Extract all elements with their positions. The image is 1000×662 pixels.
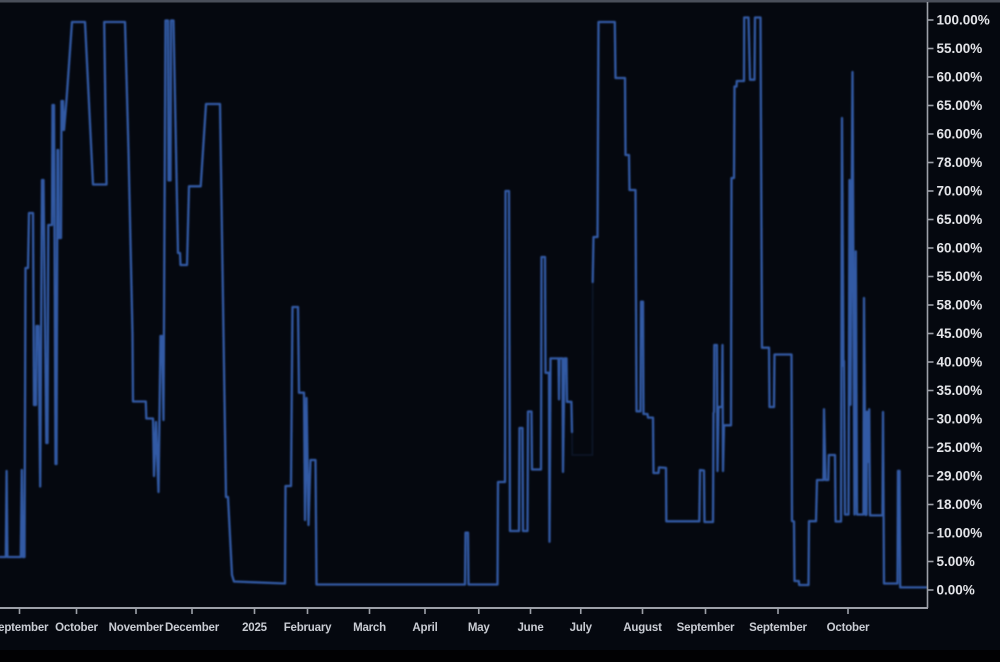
svg-text:September: September bbox=[0, 622, 49, 634]
svg-text:55.00%: 55.00% bbox=[937, 41, 983, 56]
svg-text:May: May bbox=[468, 622, 491, 634]
svg-text:February: February bbox=[284, 622, 332, 634]
svg-text:10.00%: 10.00% bbox=[937, 526, 983, 541]
svg-text:September: September bbox=[749, 622, 807, 634]
svg-text:September: September bbox=[677, 622, 735, 634]
svg-text:March: March bbox=[353, 622, 386, 634]
svg-text:November: November bbox=[109, 622, 164, 634]
svg-text:100.00%: 100.00% bbox=[937, 13, 990, 28]
svg-text:58.00%: 58.00% bbox=[937, 298, 983, 313]
svg-text:60.00%: 60.00% bbox=[937, 241, 983, 256]
svg-text:45.00%: 45.00% bbox=[937, 326, 983, 341]
svg-text:0.00%: 0.00% bbox=[937, 583, 975, 598]
svg-text:30.00%: 30.00% bbox=[937, 412, 983, 427]
svg-text:25.00%: 25.00% bbox=[937, 440, 983, 455]
svg-text:December: December bbox=[165, 622, 220, 634]
svg-text:40.00%: 40.00% bbox=[937, 355, 983, 370]
svg-text:65.00%: 65.00% bbox=[937, 98, 983, 113]
svg-text:April: April bbox=[412, 622, 437, 634]
svg-text:78.00%: 78.00% bbox=[937, 155, 983, 170]
svg-text:2025: 2025 bbox=[242, 622, 268, 634]
svg-text:18.00%: 18.00% bbox=[937, 497, 983, 512]
svg-text:29.00%: 29.00% bbox=[937, 469, 983, 484]
svg-text:60.00%: 60.00% bbox=[937, 127, 983, 142]
svg-text:October: October bbox=[827, 622, 870, 634]
svg-text:5.00%: 5.00% bbox=[937, 554, 975, 569]
svg-text:55.00%: 55.00% bbox=[937, 269, 983, 284]
svg-text:35.00%: 35.00% bbox=[937, 383, 983, 398]
svg-text:65.00%: 65.00% bbox=[937, 212, 983, 227]
svg-text:60.00%: 60.00% bbox=[937, 70, 983, 85]
svg-text:July: July bbox=[570, 622, 593, 634]
svg-text:August: August bbox=[623, 622, 662, 634]
svg-text:June: June bbox=[517, 622, 543, 634]
svg-text:October: October bbox=[55, 622, 98, 634]
svg-text:70.00%: 70.00% bbox=[937, 184, 983, 199]
